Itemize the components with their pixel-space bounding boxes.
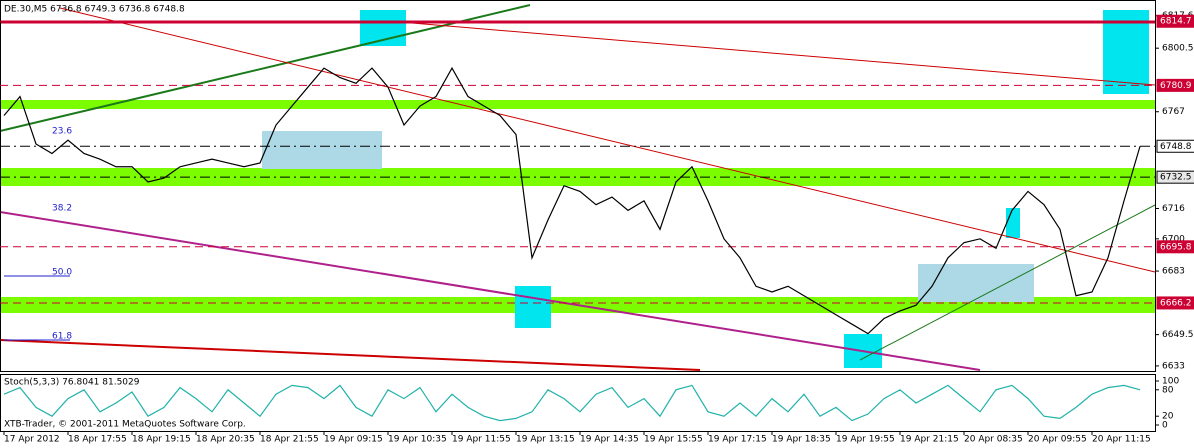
trendline (0, 339, 701, 371)
level-label: 6666.2 (1160, 298, 1192, 308)
x-tick-label: 19 Apr 09:15 (324, 435, 383, 445)
main-frame (0, 0, 1156, 372)
x-tick-label: 18 Apr 20:35 (196, 435, 255, 445)
y-tick-label: 100 (1162, 377, 1179, 387)
support-zone (0, 168, 1155, 186)
x-tick-label: 20 Apr 11:15 (1092, 435, 1151, 445)
y-tick-label: 6700 (1162, 234, 1185, 244)
level-label-bg (1156, 170, 1194, 184)
fib-label: 23.6 (52, 127, 72, 137)
y-tick-label: 0 (1162, 421, 1168, 431)
level-label-bg (1156, 139, 1194, 153)
price-line (3, 384, 1141, 422)
chart-title: DE.30,M5 6736.8 6749.3 6736.8 6748.8 (4, 5, 185, 15)
marker-box (515, 286, 551, 328)
marker-box (1103, 10, 1149, 94)
fib-label: 61.8 (52, 332, 72, 342)
trendline (859, 204, 1156, 361)
y-tick-label: 6716 (1162, 204, 1185, 214)
level-label: 6814.7 (1160, 17, 1192, 27)
x-tick-label: 19 Apr 10:35 (388, 435, 447, 445)
trendline (0, 211, 981, 371)
x-tick-label: 19 Apr 19:55 (836, 435, 895, 445)
y-tick-label: 6683 (1162, 267, 1185, 277)
level-label-bg (1156, 296, 1194, 310)
x-tick-label: 18 Apr 21:55 (260, 435, 319, 445)
x-tick-label: 17 Apr 2012 (4, 435, 60, 445)
level-label: 6732.5 (1160, 173, 1192, 183)
zone-box (918, 264, 1034, 302)
level-label: 6748.8 (1160, 142, 1192, 152)
trendline (399, 21, 1156, 86)
x-tick-label: 19 Apr 13:15 (516, 435, 575, 445)
y-tick-label: 6633 (1162, 361, 1185, 371)
trendline (0, 4, 531, 132)
price-line (3, 66, 1141, 335)
level-label: 6780.9 (1160, 81, 1192, 91)
y-tick-label: 80 (1162, 385, 1174, 395)
level-label-bg (1156, 78, 1194, 92)
trendline (59, 7, 1156, 273)
level-label-bg (1156, 240, 1194, 254)
fib-label: 38.2 (52, 204, 72, 214)
zone-box (262, 131, 382, 169)
footer: XTB-Trader, © 2001-2011 MetaQuotes Softw… (4, 420, 246, 430)
x-tick-label: 18 Apr 17:55 (68, 435, 127, 445)
level-label: 6695.8 (1160, 242, 1192, 252)
stoch-title: Stoch(5,3,3) 76.8041 81.5029 (4, 378, 140, 388)
level-label-bg (1156, 14, 1194, 28)
x-tick-label: 18 Apr 19:15 (132, 435, 191, 445)
y-tick-label: 6800.5 (1162, 44, 1194, 54)
x-tick-label: 20 Apr 08:35 (964, 435, 1023, 445)
y-tick-label: 6767 (1162, 107, 1185, 117)
x-tick-label: 19 Apr 11:55 (452, 435, 511, 445)
x-tick-label: 19 Apr 17:15 (708, 435, 767, 445)
y-tick-label: 6649.5 (1162, 330, 1194, 340)
support-zone (0, 100, 1155, 109)
x-tick-label: 19 Apr 14:35 (580, 435, 639, 445)
x-tick-label: 19 Apr 21:15 (900, 435, 959, 445)
stoch-frame (0, 374, 1156, 432)
y-tick-label: 20 (1162, 412, 1174, 422)
x-tick-label: 20 Apr 09:55 (1028, 435, 1087, 445)
x-tick-label: 19 Apr 15:55 (644, 435, 703, 445)
x-tick-label: 19 Apr 18:35 (772, 435, 831, 445)
marker-box (1006, 208, 1020, 238)
fib-label: 50.0 (52, 268, 72, 278)
